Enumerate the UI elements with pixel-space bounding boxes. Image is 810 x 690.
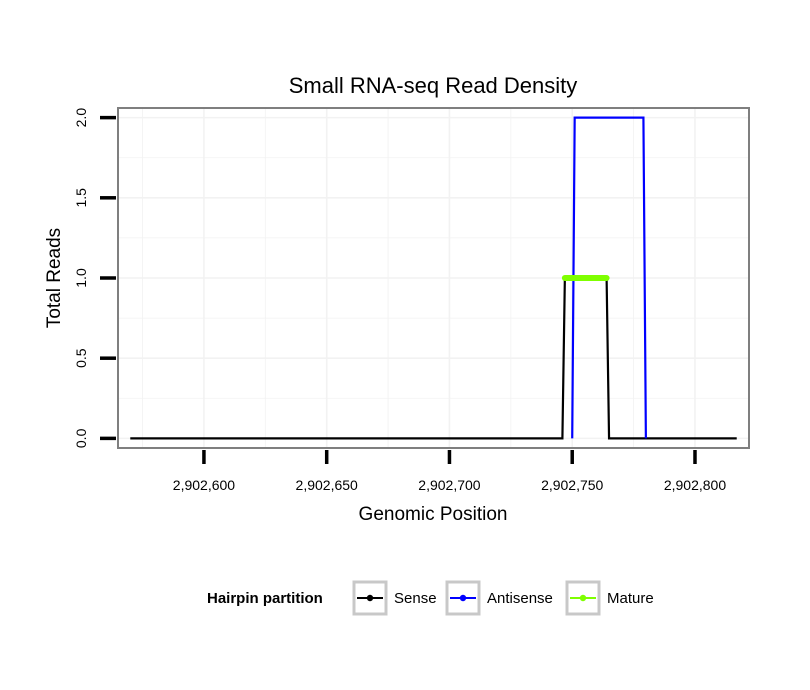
legend-entry-mature: Mature: [565, 580, 654, 616]
legend-entry-antisense: Antisense: [445, 580, 553, 616]
plot-panel: [118, 108, 749, 448]
y-axis: 0.0 0.5 1.0 1.5 2.0: [73, 108, 116, 448]
x-tick-label: 2,902,650: [296, 477, 358, 493]
y-tick-label: 1.5: [73, 188, 89, 208]
legend-key-point: [579, 594, 587, 602]
data-series: [130, 116, 737, 440]
x-axis-title: Genomic Position: [359, 504, 508, 525]
legend-entry-sense: Sense: [352, 580, 437, 616]
x-tick-label: 2,902,600: [173, 477, 235, 493]
legend-title: Hairpin partition: [207, 590, 323, 607]
x-tick-label: 2,902,800: [664, 477, 726, 493]
panel-border: [117, 107, 750, 449]
legend-key-point: [459, 594, 467, 602]
legend-label-antisense: Antisense: [487, 590, 553, 607]
legend-label-sense: Sense: [394, 590, 437, 607]
legend-key-point: [366, 594, 374, 602]
legend: Hairpin partition Sense Antisense Mature: [207, 580, 654, 616]
x-tick-label: 2,902,700: [418, 477, 480, 493]
x-axis: 2,902,600 2,902,650 2,902,700 2,902,750 2,90…: [173, 450, 726, 493]
x-tick-label: 2,902,750: [541, 477, 603, 493]
y-tick-label: 1.0: [73, 268, 89, 288]
y-tick-label: 0.0: [73, 428, 89, 448]
legend-entries: Sense Antisense Mature: [352, 580, 654, 616]
chart-title: Small RNA-seq Read Density: [289, 73, 578, 98]
legend-label-mature: Mature: [607, 590, 654, 607]
y-tick-label: 0.5: [73, 348, 89, 368]
y-tick-label: 2.0: [73, 108, 89, 128]
y-axis-title: Total Reads: [44, 228, 65, 328]
